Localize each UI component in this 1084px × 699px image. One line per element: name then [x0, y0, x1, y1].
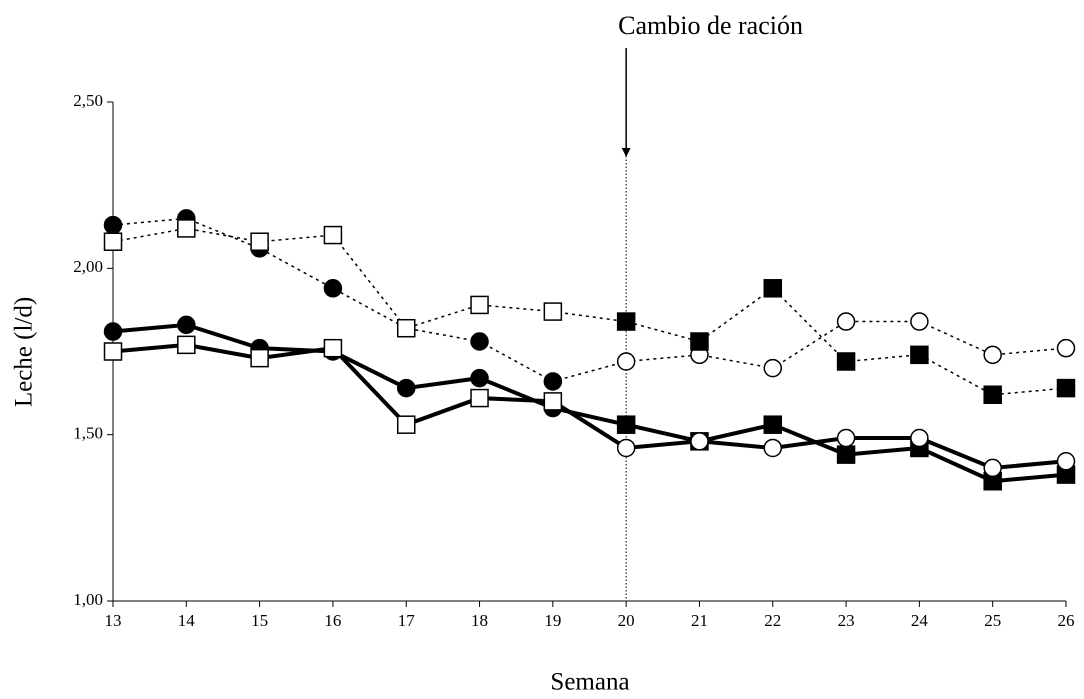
point — [983, 385, 1002, 404]
series-line — [112, 322, 1067, 484]
point — [470, 388, 489, 408]
point — [250, 348, 269, 368]
point — [836, 352, 856, 371]
series-line — [112, 342, 1067, 470]
point — [177, 219, 196, 238]
y-tick-label: 2,00 — [73, 257, 103, 276]
point — [103, 232, 123, 251]
point — [323, 225, 343, 245]
point — [543, 302, 563, 321]
point — [177, 335, 196, 355]
point — [177, 315, 196, 335]
series-line — [112, 227, 1067, 396]
point — [836, 312, 856, 331]
x-tick-label: 16 — [324, 611, 341, 630]
point — [103, 342, 123, 361]
x-tick-label: 20 — [618, 611, 635, 630]
point — [103, 322, 123, 341]
point — [763, 358, 783, 378]
point — [616, 415, 636, 434]
point — [470, 368, 489, 388]
x-tick-label: 21 — [691, 611, 708, 630]
point — [1056, 452, 1076, 471]
point — [983, 458, 1002, 478]
point — [103, 215, 123, 235]
point — [470, 332, 489, 351]
x-tick-label: 15 — [251, 611, 268, 630]
point — [396, 378, 416, 398]
point — [1056, 378, 1076, 398]
point — [616, 352, 636, 371]
point — [616, 312, 636, 331]
point — [910, 312, 929, 331]
x-tick-label: 23 — [838, 611, 855, 630]
x-tick-label: 13 — [105, 611, 122, 630]
point — [836, 445, 856, 464]
point — [763, 438, 783, 458]
x-tick-label: 24 — [911, 611, 929, 630]
point — [910, 428, 929, 448]
point — [616, 438, 636, 458]
point — [543, 392, 563, 411]
point — [763, 415, 783, 434]
point — [543, 372, 563, 391]
x-tick-label: 18 — [471, 611, 488, 630]
point — [690, 432, 709, 451]
x-tick-label: 25 — [984, 611, 1001, 630]
x-tick-label: 22 — [764, 611, 781, 630]
x-tick-label: 26 — [1058, 611, 1075, 630]
point — [763, 279, 783, 298]
x-tick-label: 19 — [544, 611, 561, 630]
point — [1056, 338, 1076, 358]
point — [836, 428, 856, 448]
series-line — [112, 217, 1067, 383]
y-tick-label: 1,50 — [73, 424, 103, 443]
x-tick-label: 17 — [398, 611, 416, 630]
point — [470, 295, 489, 315]
x-tick-label: 14 — [178, 611, 196, 630]
y-axis-title: Leche (l/d) — [11, 297, 38, 407]
x-axis-title: Semana — [550, 669, 629, 696]
point — [690, 332, 709, 351]
point — [323, 279, 343, 298]
point — [250, 232, 269, 251]
point — [396, 318, 416, 338]
point — [910, 345, 929, 365]
annotation-text: Cambio de ración — [618, 11, 803, 40]
point — [396, 415, 416, 434]
y-tick-label: 2,50 — [73, 91, 103, 110]
point — [323, 338, 343, 358]
point — [983, 345, 1002, 365]
y-tick-label: 1,00 — [73, 590, 103, 609]
